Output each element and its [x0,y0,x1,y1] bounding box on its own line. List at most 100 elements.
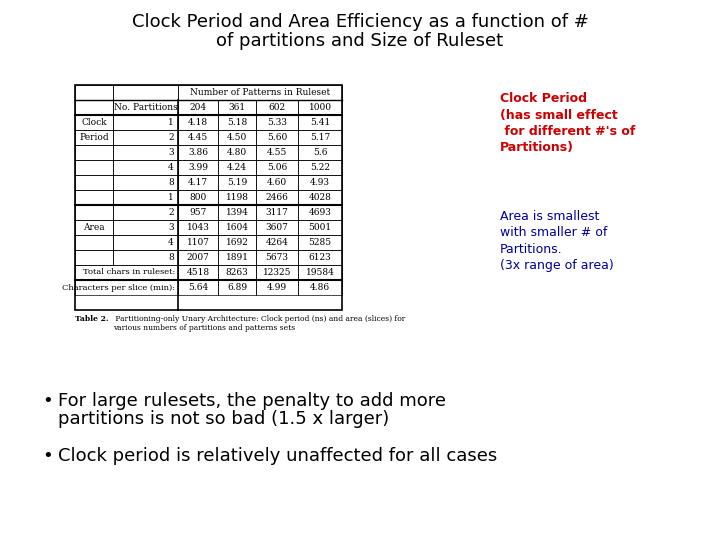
Text: 5.6: 5.6 [312,148,328,157]
Bar [298,250,342,265]
Bar [75,205,113,220]
Bar [298,190,342,205]
Text: 1891: 1891 [225,253,248,262]
Text: 5.41: 5.41 [310,118,330,127]
Text: 4.50: 4.50 [227,133,247,142]
Text: 957: 957 [189,208,207,217]
Bar [178,100,218,115]
Bar [75,85,113,100]
Text: 5001: 5001 [308,223,332,232]
Text: 1394: 1394 [225,208,248,217]
Bar [113,205,178,220]
Text: 5.06: 5.06 [267,163,287,172]
Text: 5.60: 5.60 [267,133,287,142]
Text: 4.55: 4.55 [267,148,287,157]
Bar [218,130,256,145]
Bar [113,250,178,265]
Bar [298,235,342,250]
Text: 5.33: 5.33 [267,118,287,127]
Bar [298,205,342,220]
Text: Clock: Clock [81,118,107,127]
Text: 4028: 4028 [309,193,331,202]
Bar [178,265,218,280]
Bar [256,190,298,205]
Text: 1000: 1000 [308,103,331,112]
Bar [256,115,298,130]
Text: 361: 361 [228,103,246,112]
Text: Table 2.: Table 2. [75,315,109,323]
Text: 1043: 1043 [186,223,210,232]
Text: 4: 4 [168,238,174,247]
Text: 2007: 2007 [186,253,210,262]
Text: 5.19: 5.19 [227,178,247,187]
Text: 1: 1 [168,193,174,202]
Bar [256,235,298,250]
Text: •: • [42,447,53,465]
Text: Clock Period and Area Efficiency as a function of #: Clock Period and Area Efficiency as a fu… [132,13,588,31]
Text: 1604: 1604 [225,223,248,232]
Text: 4.80: 4.80 [227,148,247,157]
Text: 19584: 19584 [305,268,334,277]
Bar [75,265,178,280]
Bar [75,220,113,235]
Text: 3.86: 3.86 [188,148,208,157]
Bar [75,100,113,115]
Text: 3117: 3117 [266,208,289,217]
Bar [75,175,113,190]
Bar [75,250,113,265]
Bar [178,280,218,295]
Text: 3: 3 [168,223,174,232]
Text: 4518: 4518 [186,268,210,277]
Bar [75,145,113,160]
Bar [113,85,178,100]
Text: 1198: 1198 [225,193,248,202]
Text: 602: 602 [269,103,286,112]
Text: Characters per slice (min):: Characters per slice (min): [62,284,175,292]
Text: No. Partitions: No. Partitions [114,103,177,112]
Text: For large rulesets, the penalty to add more: For large rulesets, the penalty to add m… [58,392,446,410]
Text: Total chars in ruleset:: Total chars in ruleset: [83,268,175,276]
Bar [256,160,298,175]
Text: 2: 2 [168,133,174,142]
Bar [218,250,256,265]
Bar [178,250,218,265]
Text: 4.99: 4.99 [267,283,287,292]
Text: 6123: 6123 [309,253,331,262]
Text: 4264: 4264 [266,238,289,247]
Text: Area: Area [84,223,105,232]
Bar [178,160,218,175]
Bar [298,115,342,130]
Text: Area is smallest
with smaller # of
Partitions.
(3x range of area): Area is smallest with smaller # of Parti… [500,210,613,273]
Bar [256,220,298,235]
Bar [113,145,178,160]
Text: 4.17: 4.17 [188,178,208,187]
Bar [218,220,256,235]
Text: 4.18: 4.18 [188,118,208,127]
Text: 8: 8 [168,253,174,262]
Bar [256,130,298,145]
Text: 5.22: 5.22 [310,163,330,172]
Bar [298,160,342,175]
Bar [256,145,298,160]
Bar [75,115,113,130]
Bar [218,205,256,220]
Bar [298,100,342,115]
Text: Partitioning-only Unary Architecture: Clock period (ns) and area (slices) for
va: Partitioning-only Unary Architecture: Cl… [113,315,405,332]
Text: 4693: 4693 [309,208,331,217]
Bar [256,100,298,115]
Bar [178,115,218,130]
Bar [75,235,113,250]
Bar [218,160,256,175]
Text: partitions is not so bad (1.5 x larger): partitions is not so bad (1.5 x larger) [58,410,390,428]
Bar [256,250,298,265]
Bar [113,235,178,250]
Bar [256,280,298,295]
Bar [256,205,298,220]
Text: 4.24: 4.24 [227,163,247,172]
Bar [218,265,256,280]
Bar [298,145,342,160]
Text: 8263: 8263 [225,268,248,277]
Bar [218,280,256,295]
Text: 204: 204 [189,103,207,112]
Bar [75,280,178,295]
